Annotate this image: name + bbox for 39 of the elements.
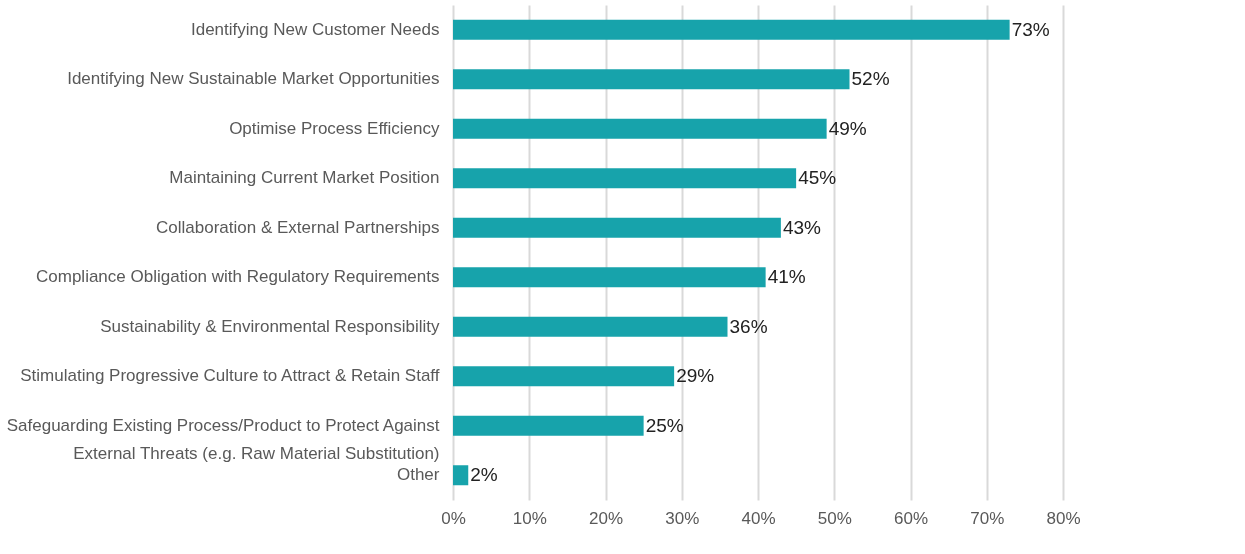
bar [453, 465, 469, 486]
y-tick-label: Other [396, 465, 440, 485]
data-label: 49% [828, 117, 867, 139]
x-tick-label: 30% [665, 508, 700, 528]
bar [453, 69, 850, 90]
x-tick-label: 20% [588, 508, 624, 528]
y-tick-label: Identifying New Customer Needs [190, 19, 440, 39]
data-label: 36% [729, 315, 768, 337]
x-tick-label: 70% [970, 508, 1005, 528]
y-tick-label: Safeguarding Existing Process/Product to Protect Against External Threats (e.g. Raw Material Substitution) [6, 415, 440, 463]
y-tick-label: Stimulating Progressive Culture to Attract & Retain Staff [20, 366, 440, 386]
x-tick-label: 50% [817, 508, 852, 528]
y-tick-label: Identifying New Sustainable Market Opportunities [67, 69, 440, 89]
x-tick-label: 40% [741, 508, 776, 528]
data-label: 73% [1011, 18, 1050, 40]
bar [453, 217, 781, 238]
bar [453, 19, 1010, 40]
bar [453, 415, 644, 436]
data-label: 45% [798, 167, 837, 189]
data-label: 43% [782, 216, 822, 238]
bar [453, 118, 827, 139]
x-tick-label: 60% [893, 508, 929, 528]
y-tick-label: Maintaining Current Market Position [169, 168, 440, 188]
y-tick-label: Optimise Process Efficiency [229, 118, 440, 138]
bar [453, 316, 728, 337]
x-tick-label: 10% [512, 508, 547, 528]
y-tick-label: Compliance Obligation with Regulatory Requirements [36, 267, 440, 287]
data-label: 41% [767, 266, 806, 288]
x-tick-label: 80% [1046, 508, 1081, 528]
data-label: 2% [470, 464, 498, 486]
bar [453, 267, 766, 288]
data-label: 25% [645, 414, 684, 436]
y-tick-label: Collaboration & External Partnerships [156, 217, 440, 237]
y-tick-label: Sustainability & Environmental Responsibility [100, 316, 440, 336]
bar [453, 366, 675, 387]
x-tick-label: 0% [441, 508, 466, 528]
data-label: 52% [851, 68, 890, 90]
bar [453, 168, 797, 189]
data-label: 29% [676, 365, 715, 387]
